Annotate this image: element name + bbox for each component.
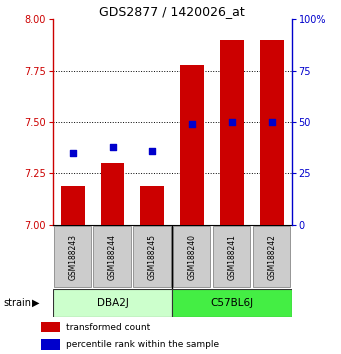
Text: GSM188242: GSM188242 xyxy=(267,234,276,280)
Title: GDS2877 / 1420026_at: GDS2877 / 1420026_at xyxy=(99,5,245,18)
Text: GSM188240: GSM188240 xyxy=(188,234,197,280)
Point xyxy=(229,119,235,125)
Bar xyxy=(220,40,244,225)
Bar xyxy=(213,226,250,287)
Point xyxy=(269,119,275,125)
Bar xyxy=(53,289,172,317)
Text: C57BL6J: C57BL6J xyxy=(210,298,253,308)
Point xyxy=(70,150,75,156)
Bar xyxy=(93,226,131,287)
Bar xyxy=(61,186,85,225)
Point xyxy=(189,121,195,127)
Point xyxy=(110,144,115,150)
Text: GSM188241: GSM188241 xyxy=(227,234,236,280)
Text: GSM188243: GSM188243 xyxy=(68,234,77,280)
Bar xyxy=(54,226,91,287)
Point xyxy=(150,148,155,154)
Text: DBA2J: DBA2J xyxy=(97,298,129,308)
Bar xyxy=(41,322,60,332)
Bar xyxy=(180,65,204,225)
Text: strain: strain xyxy=(3,298,31,308)
Bar xyxy=(173,226,210,287)
Text: percentile rank within the sample: percentile rank within the sample xyxy=(66,340,220,349)
Bar xyxy=(172,289,292,317)
Text: transformed count: transformed count xyxy=(66,323,151,332)
Text: GSM188245: GSM188245 xyxy=(148,234,157,280)
Text: ▶: ▶ xyxy=(32,298,40,308)
Bar xyxy=(140,186,164,225)
Bar xyxy=(41,339,60,349)
Text: GSM188244: GSM188244 xyxy=(108,234,117,280)
Bar xyxy=(253,226,290,287)
Bar xyxy=(101,163,124,225)
Bar xyxy=(260,40,284,225)
Bar xyxy=(133,226,170,287)
